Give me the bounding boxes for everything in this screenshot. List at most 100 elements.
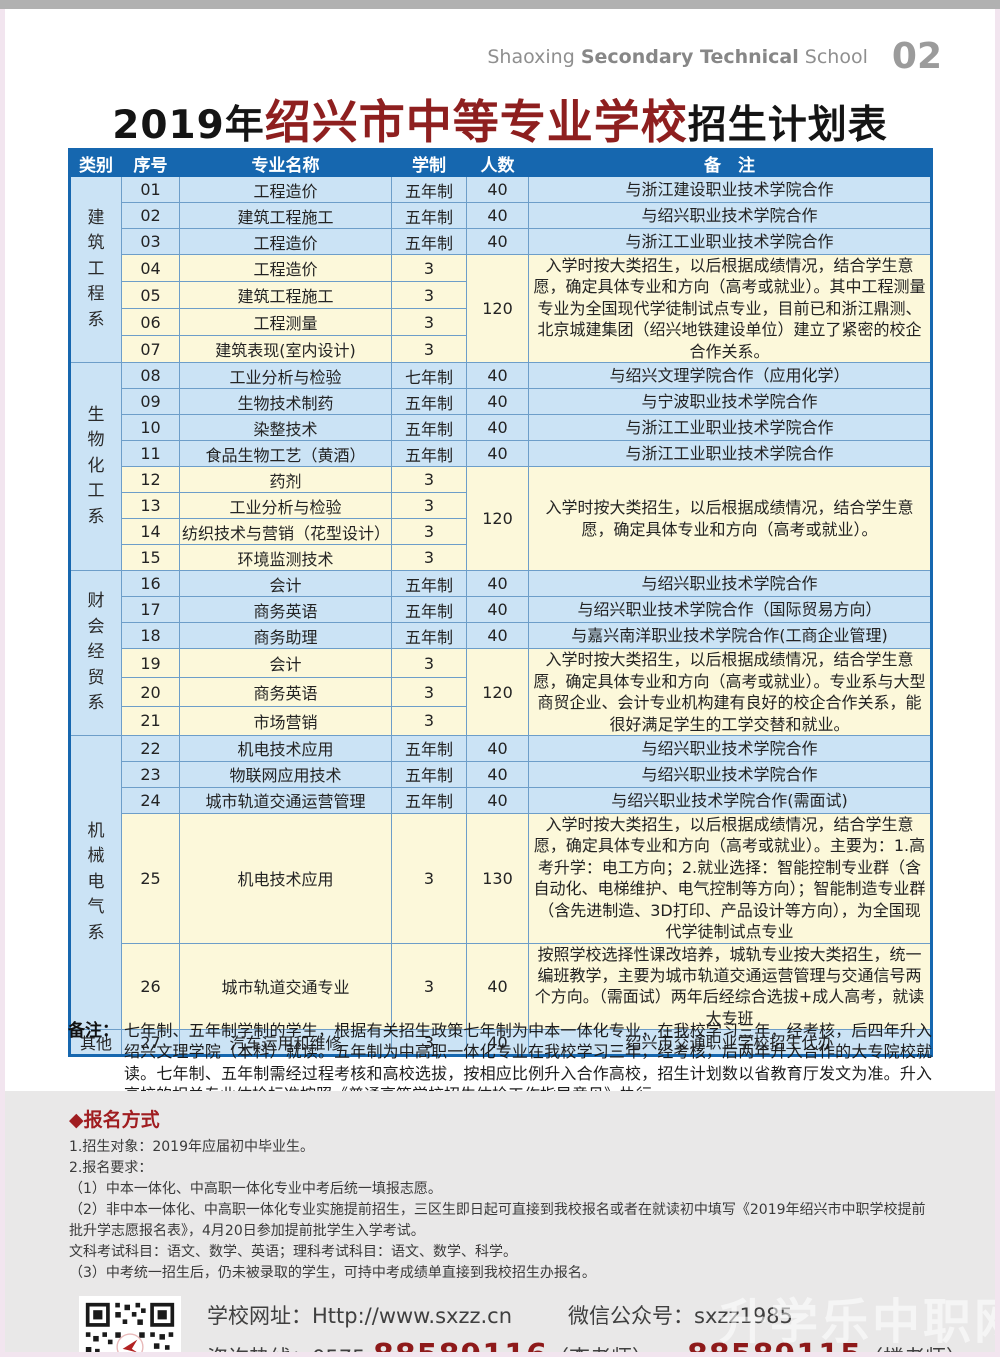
duration: 3 xyxy=(391,544,467,572)
count: 40 xyxy=(466,440,529,468)
duration: 五年制 xyxy=(391,622,467,650)
col-header-duration: 学制 xyxy=(391,149,467,177)
count: 40 xyxy=(466,734,529,762)
row-no: 13 xyxy=(121,492,180,520)
table-row: 02 建筑工程施工 五年制 40 与绍兴职业技术学院合作 xyxy=(70,202,932,229)
category-label: 财会经贸系 xyxy=(87,591,105,714)
category-label: 机械电气系 xyxy=(87,820,105,943)
duration: 3 xyxy=(391,466,467,494)
title-prefix: 2019年 xyxy=(112,103,265,148)
remark-merged: 入学时按大类招生，以后根据成绩情况，结合学生意愿，确定具体专业和方向（高考或就业… xyxy=(528,253,932,364)
table-row: 04 工程造价 3 120 入学时按大类招生，以后根据成绩情况，结合学生意愿，确定具体专… xyxy=(70,253,932,364)
duration: 3 xyxy=(391,1029,467,1057)
hotline-label: 咨询热线： xyxy=(207,1346,312,1352)
row-no: 18 xyxy=(121,622,180,650)
registration-heading-text: 报名方式 xyxy=(83,1109,160,1131)
table-row: 建筑工程系 01 工程造价 五年制 40 与浙江建设职业技术学院合作 xyxy=(69,175,932,364)
registration-section: ◆报名方式 1.招生对象：2019年应届初中毕业生。 2.报名要求： （1）中本… xyxy=(5,1091,995,1284)
count: 40 xyxy=(466,414,529,442)
phone-2-note: （楼老师） xyxy=(862,1346,967,1352)
registration-line: 2.报名要求： xyxy=(69,1160,153,1176)
col-header-count: 人数 xyxy=(466,149,529,177)
registration-line: （1）中本一体化、中高职一体化专业中考后统一填报志愿。 xyxy=(69,1181,442,1197)
table-row: 财会经贸系 16 会计 五年制 40 与绍兴职业技术学院合作 xyxy=(69,570,932,736)
remark: 与浙江工业职业技术学院合作 xyxy=(528,414,932,442)
diamond-bullet-icon: ◆ xyxy=(69,1109,84,1131)
row-no: 15 xyxy=(121,544,180,572)
qr-code-icon xyxy=(79,1296,181,1352)
category-cell-mechatronics: 机械电气系 xyxy=(69,734,122,1031)
major-name: 市场营销 xyxy=(179,706,392,736)
count-merged: 120 xyxy=(466,253,529,364)
remark: 入学时按大类招生，以后根据成绩情况，结合学生意愿，确定具体专业和方向（高考或就业… xyxy=(528,812,932,944)
major-name: 工程造价 xyxy=(179,176,392,203)
major-name: 药剂 xyxy=(179,466,392,494)
count-merged: 120 xyxy=(466,466,529,572)
duration: 3 xyxy=(391,812,467,944)
row-no: 09 xyxy=(121,388,180,416)
major-name: 会计 xyxy=(179,648,392,679)
table-row: 05 建筑工程施工 3 xyxy=(70,281,932,310)
col-header-category: 类别 xyxy=(69,149,122,177)
remark: 与浙江工业职业技术学院合作 xyxy=(528,228,932,255)
remark: 与浙江工业职业技术学院合作 xyxy=(528,440,932,468)
count: 40 xyxy=(466,388,529,416)
duration: 3 xyxy=(391,335,467,364)
remark: 与绍兴文理学院合作（应用化学） xyxy=(528,362,932,390)
school-en-part1: Shaoxing xyxy=(487,46,581,68)
major-name: 机电技术应用 xyxy=(179,734,392,762)
table-row: 12 药剂 3 120 入学时按大类招生，以后根据成绩情况，结合学生意愿，确定具体专业和… xyxy=(70,466,932,572)
major-name: 建筑表现(室内设计) xyxy=(179,335,392,364)
count: 40 xyxy=(466,786,529,814)
duration: 3 xyxy=(391,281,467,310)
col-header-no: 序号 xyxy=(121,149,180,177)
enrollment-plan-table: 类别 序号 专业名称 学制 人数 备 注 建筑工程系 01 工程造价 五年制 40 与浙… xyxy=(68,148,933,1058)
category-cell-biochem: 生物化工系 xyxy=(69,362,122,572)
school-en-part2: Secondary Technical xyxy=(580,46,799,68)
table-row: 11 食品生物工艺（黄酒） 五年制 40 与浙江工业职业技术学院合作 xyxy=(70,440,932,468)
table-row: 21 市场营销 3 xyxy=(70,706,932,736)
title-suffix: 招生计划表 xyxy=(687,103,888,148)
major-name: 城市轨道交通专业 xyxy=(179,942,392,1031)
count: 40 xyxy=(466,1029,529,1057)
major-name: 环境监测技术 xyxy=(179,544,392,572)
row-no: 11 xyxy=(121,440,180,468)
major-name: 建筑工程施工 xyxy=(179,281,392,310)
row-no: 22 xyxy=(121,734,180,762)
row-no: 07 xyxy=(121,335,180,364)
category-label: 生物化工系 xyxy=(87,404,105,527)
row-no: 01 xyxy=(121,176,180,203)
table-row: 机械电气系 22 机电技术应用 五年制 40 与绍兴职业技术学院合作 xyxy=(69,734,932,1031)
count: 130 xyxy=(466,812,529,944)
school-en-part3: School xyxy=(798,46,868,68)
duration: 3 xyxy=(391,677,467,707)
major-name: 食品生物工艺（黄酒） xyxy=(179,440,392,468)
table-row: 19 会计 3 120 入学时按大类招生，以后根据成绩情况，结合学生意愿，确定具体专业和… xyxy=(70,648,932,736)
table-row: 其他 27 汽车运用和维修 3 40 绍兴市交通职业学校招生代办 xyxy=(69,1029,932,1057)
col-header-remark: 备 注 xyxy=(528,149,932,177)
category-cell-other: 其他 xyxy=(69,1029,122,1057)
row-no: 16 xyxy=(121,570,180,598)
table-header-row: 类别 序号 专业名称 学制 人数 备 注 xyxy=(69,149,932,177)
remark: 与绍兴职业技术学院合作 xyxy=(528,202,932,229)
phone-1-note: （李老师） xyxy=(548,1346,653,1352)
category-cell-finance: 财会经贸系 xyxy=(69,570,122,736)
table-row: 10 染整技术 五年制 40 与浙江工业职业技术学院合作 xyxy=(70,414,932,442)
count: 40 xyxy=(466,622,529,650)
registration-line: 1.招生对象：2019年应届初中毕业生。 xyxy=(69,1139,314,1155)
table-row: 20 商务英语 3 xyxy=(70,677,932,707)
title-school-name: 绍兴市中等专业学校 xyxy=(264,95,688,149)
table-row: 15 环境监测技术 3 xyxy=(70,544,932,572)
remark: 与绍兴职业技术学院合作 xyxy=(528,570,932,598)
major-name: 生物技术制药 xyxy=(179,388,392,416)
watermark: 升学乐中职网 xyxy=(718,1294,995,1350)
row-no: 21 xyxy=(121,706,180,736)
phone-number-1: 88589116 xyxy=(373,1338,548,1352)
major-name: 工程测量 xyxy=(179,308,392,337)
duration: 3 xyxy=(391,706,467,736)
duration: 七年制 xyxy=(391,362,467,390)
registration-line: 文科考试科目：语文、数学、英语；理科考试科目：语文、数学、科学。 xyxy=(69,1244,517,1260)
count: 40 xyxy=(466,362,529,390)
category-cell-construction: 建筑工程系 xyxy=(69,175,122,364)
